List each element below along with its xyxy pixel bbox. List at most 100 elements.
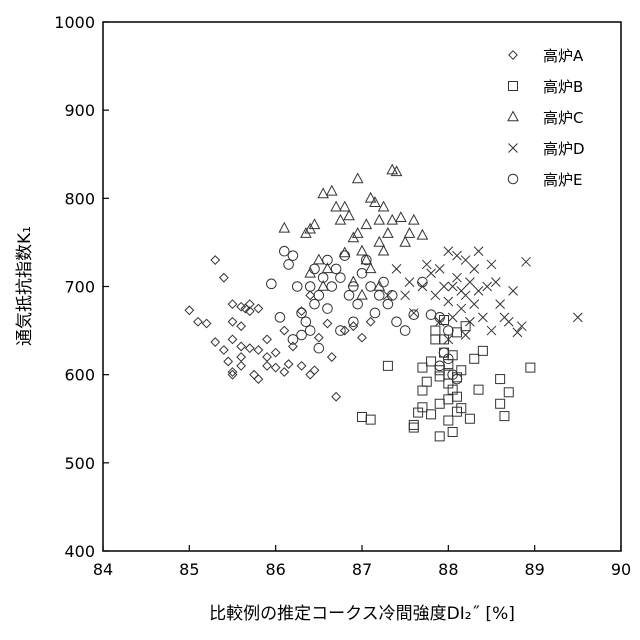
- data-point-triangle: [396, 212, 406, 221]
- data-point-circle: [280, 246, 290, 256]
- data-point-square: [409, 420, 418, 429]
- data-point-circle: [314, 343, 324, 353]
- data-point-square: [504, 388, 513, 397]
- data-point-square: [383, 361, 392, 370]
- data-point-circle: [327, 282, 337, 292]
- legend-label: 高炉E: [543, 171, 582, 189]
- data-point-square: [474, 385, 483, 394]
- y-tick-label: 400: [64, 542, 95, 561]
- data-point-square: [427, 410, 436, 419]
- data-point-circle: [275, 313, 285, 323]
- data-point-triangle: [400, 237, 410, 246]
- data-point-diamond: [220, 273, 228, 281]
- data-point-triangle: [417, 230, 427, 239]
- data-point-diamond: [228, 335, 236, 343]
- data-point-diamond: [263, 362, 271, 370]
- data-point-cross: [435, 264, 444, 273]
- data-point-square: [500, 412, 509, 421]
- data-point-circle: [297, 330, 307, 340]
- data-point-triangle: [379, 246, 389, 255]
- data-point-square: [422, 377, 431, 386]
- data-point-triangle: [387, 215, 397, 224]
- x-tick-label: 90: [611, 560, 631, 579]
- x-tick-label: 88: [438, 560, 458, 579]
- data-point-cross: [487, 260, 496, 269]
- data-point-circle: [409, 310, 419, 320]
- data-point-diamond: [306, 291, 314, 299]
- legend-label: 高炉A: [543, 47, 584, 65]
- data-point-cross: [461, 291, 470, 300]
- data-point-triangle: [366, 193, 376, 202]
- x-axis-title: 比較例の推定コークス冷間強度DI₂˝ [%]: [209, 604, 515, 624]
- data-point-cross: [478, 313, 487, 322]
- data-point-square: [418, 386, 427, 395]
- data-point-diamond: [237, 353, 245, 361]
- y-tick-label: 1000: [54, 13, 95, 32]
- data-point-square: [358, 412, 367, 421]
- data-point-cross: [491, 278, 500, 287]
- data-point-square: [409, 423, 418, 432]
- data-point-triangle: [404, 228, 414, 237]
- data-point-cross: [461, 256, 470, 265]
- data-point-triangle: [279, 223, 289, 232]
- data-point-circle: [374, 291, 384, 301]
- data-point-square: [526, 363, 535, 372]
- data-points: [185, 165, 582, 441]
- data-point-diamond: [315, 333, 323, 341]
- data-point-cross: [422, 260, 431, 269]
- data-point-circle: [418, 277, 428, 287]
- data-point-cross: [457, 304, 466, 313]
- data-point-cross: [504, 317, 513, 326]
- data-point-cross: [509, 286, 518, 295]
- data-point-square: [431, 326, 440, 335]
- series-circle: [267, 246, 462, 383]
- x-tick-label: 86: [265, 560, 285, 579]
- data-point-circle: [284, 260, 294, 270]
- data-point-diamond: [237, 342, 245, 350]
- data-point-square: [435, 432, 444, 441]
- data-point-cross: [448, 282, 457, 291]
- data-point-diamond: [211, 338, 219, 346]
- data-point-square: [444, 395, 453, 404]
- data-point-diamond: [263, 335, 271, 343]
- legend-label: 高炉B: [543, 78, 583, 96]
- data-point-triangle: [310, 219, 320, 228]
- data-point-square: [448, 427, 457, 436]
- y-tick-label: 500: [64, 454, 95, 473]
- legend-marker-square: [509, 82, 518, 91]
- data-point-diamond: [228, 300, 236, 308]
- plot-frame: [103, 22, 621, 551]
- data-point-circle: [301, 317, 311, 327]
- data-point-circle: [331, 264, 341, 274]
- data-point-triangle: [357, 290, 367, 299]
- data-point-circle: [370, 308, 380, 318]
- data-point-cross: [461, 330, 470, 339]
- data-point-circle: [292, 282, 302, 292]
- data-point-diamond: [280, 368, 288, 376]
- series-triangle: [279, 165, 427, 299]
- data-point-diamond: [323, 319, 331, 327]
- x-tick-label: 84: [93, 560, 113, 579]
- data-point-circle: [444, 326, 454, 336]
- data-point-square: [444, 416, 453, 425]
- x-tick-label: 85: [179, 560, 199, 579]
- data-point-square: [452, 328, 461, 337]
- data-point-diamond: [271, 348, 279, 356]
- data-point-circle: [310, 299, 320, 309]
- data-point-circle: [357, 268, 367, 278]
- axis-ticks: 848586878889904005006007008009001000: [54, 13, 631, 579]
- legend-label: 高炉D: [543, 140, 585, 158]
- series-diamond: [185, 256, 375, 401]
- data-point-cross: [401, 291, 410, 300]
- data-point-cross: [448, 313, 457, 322]
- data-point-cross: [470, 264, 479, 273]
- data-point-cross: [452, 251, 461, 260]
- legend-marker-circle: [508, 174, 518, 184]
- data-point-diamond: [237, 303, 245, 311]
- y-axis-title: 通気抵抗指数K₁: [15, 226, 35, 346]
- data-point-triangle: [409, 215, 419, 224]
- legend-label: 高炉C: [543, 109, 583, 127]
- data-point-diamond: [228, 370, 236, 378]
- data-point-cross: [573, 313, 582, 322]
- data-point-square: [435, 399, 444, 408]
